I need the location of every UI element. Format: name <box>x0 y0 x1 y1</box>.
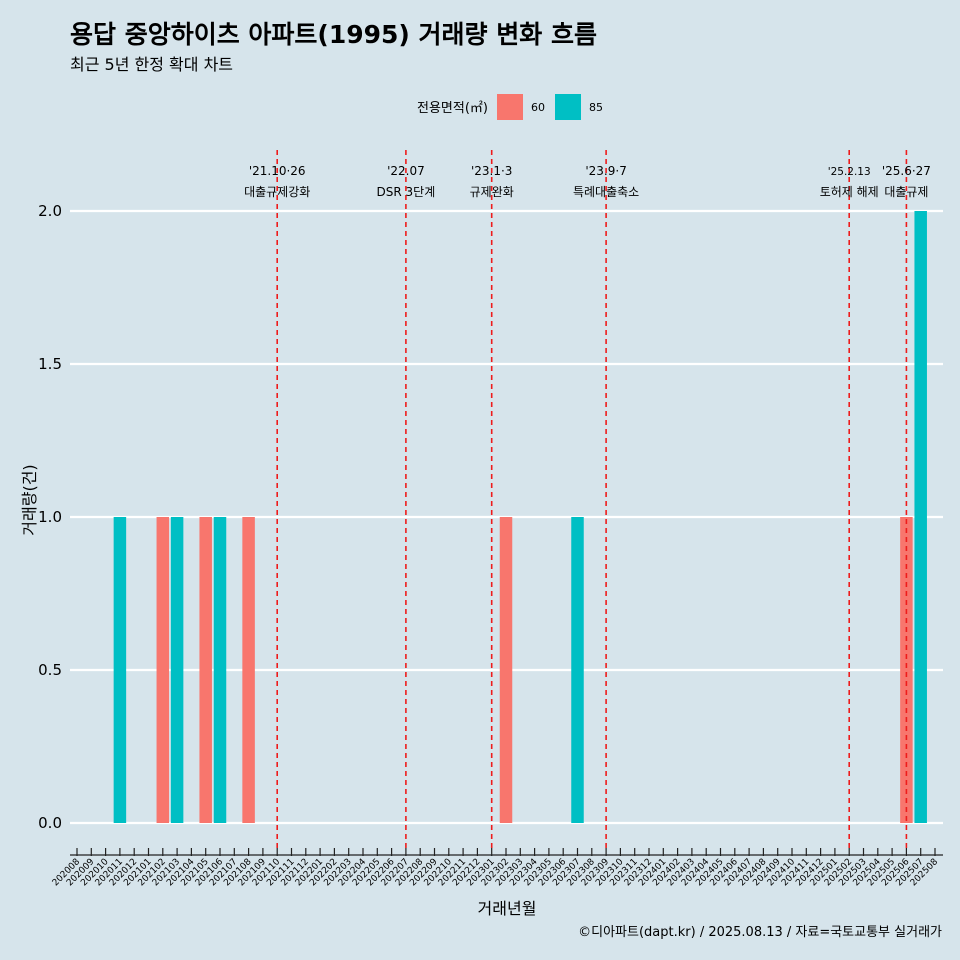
bar-60-202102 <box>156 517 170 823</box>
bar-85-202106 <box>213 517 227 823</box>
bar-60-202108 <box>242 517 255 823</box>
bar-85-202011 <box>113 517 127 823</box>
annotation-label: 특례대출축소 <box>573 185 639 199</box>
y-tick-label: 1.5 <box>38 355 62 373</box>
x-axis-title: 거래년월 <box>478 899 537 918</box>
annotation-date: '23.1·3 <box>471 164 512 178</box>
bar-85-202307 <box>571 517 584 823</box>
y-tick-label: 2.0 <box>38 202 62 220</box>
annotation-label: 대출규제강화 <box>244 185 310 199</box>
y-axis-ticks: 0.0 0.5 1.0 1.5 2.0 <box>38 202 62 832</box>
annotation-label: 규제완화 <box>470 185 514 199</box>
y-tick-label: 0.0 <box>38 814 62 832</box>
legend-title: 전용면적(㎡) <box>417 101 488 116</box>
chart-title: 용답 중앙하이츠 아파트(1995) 거래량 변화 흐름 <box>70 20 597 49</box>
x-axis: 2020082020092020102020112020122021012021… <box>51 848 943 888</box>
bar-60-202506 <box>900 517 913 823</box>
legend-label-85: 85 <box>589 101 603 114</box>
y-tick-label: 1.0 <box>38 508 62 526</box>
y-axis-title: 거래량(건) <box>20 464 39 535</box>
bar-60-202302 <box>499 517 513 823</box>
annotations: '21.10·26 대출규제강화 '22.07 DSR 3단계 '23.1·3 규제완화 '… <box>244 150 931 850</box>
bar-60-202105 <box>199 517 212 823</box>
annotation-date: '25.2.13 <box>828 166 871 178</box>
y-tick-label: 0.5 <box>38 661 62 679</box>
legend-key-85 <box>555 94 581 120</box>
legend-key-60 <box>497 94 523 120</box>
legend: 전용면적(㎡) 60 85 <box>417 94 603 120</box>
annotation-label: 대출규제 <box>884 185 928 199</box>
legend-label-60: 60 <box>531 101 545 114</box>
annotation-date: '22.07 <box>387 164 425 178</box>
chart-subtitle: 최근 5년 한정 확대 차트 <box>70 55 233 74</box>
annotation-label: DSR 3단계 <box>377 185 436 199</box>
annotation-date: '21.10·26 <box>249 164 306 178</box>
bar-85-202507 <box>914 211 927 823</box>
caption: ©디아파트(dapt.kr) / 2025.08.13 / 자료=국토교통부 실… <box>578 925 942 940</box>
annotation-date: '23.9·7 <box>585 164 626 178</box>
bar-85-202103 <box>170 517 184 823</box>
annotation-date: '25.6·27 <box>882 164 931 178</box>
bars <box>113 211 927 823</box>
annotation-label: 토허제 해제 <box>820 185 879 199</box>
